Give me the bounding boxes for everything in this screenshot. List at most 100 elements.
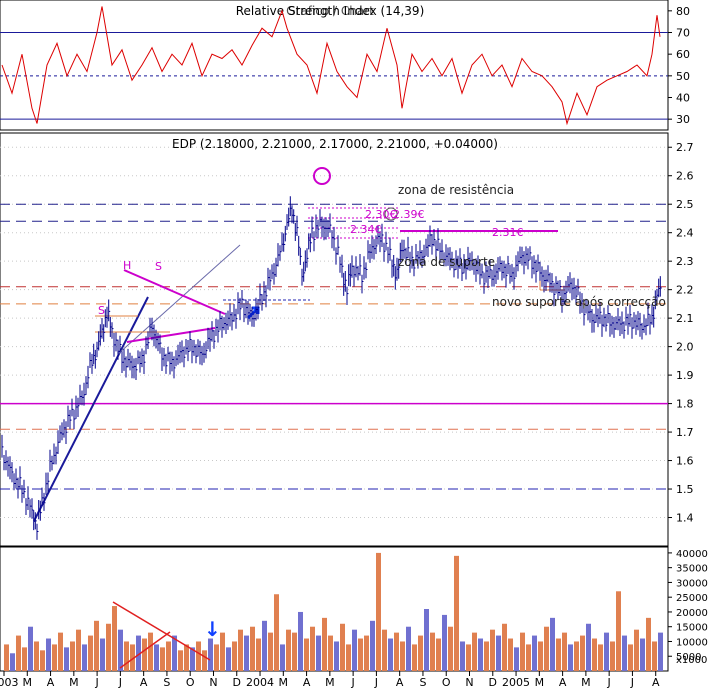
volume-bar: [598, 644, 603, 671]
volume-bar: [556, 638, 561, 671]
volume-bar: [442, 614, 447, 671]
volume-panel: ↓ 5000 10000 15000 20000 25000 30000 35000 4000…: [0, 546, 708, 672]
volume-bar: [190, 647, 195, 671]
rsi-tick-label: 60: [676, 48, 690, 61]
volume-bar: [592, 638, 597, 671]
price-tick-label: 2.2: [676, 284, 694, 297]
volume-bar: [112, 606, 117, 671]
x-tick-label: O: [186, 676, 195, 688]
volume-bar: [430, 632, 435, 671]
volume-bar: [34, 641, 39, 671]
volume-bar: [184, 644, 189, 671]
volume-bar: [70, 641, 75, 671]
price-tick-label: 1.4: [676, 512, 694, 525]
x-tick-label: M: [279, 676, 289, 688]
volume-bar: [580, 635, 585, 671]
volume-bar: [220, 632, 225, 671]
volume-arrow-icon: ↓: [204, 617, 221, 641]
volume-bar: [4, 644, 9, 671]
volume-tick-label: 5000: [676, 652, 701, 663]
volume-bar: [586, 623, 591, 671]
rsi-tick-label: 40: [676, 92, 690, 105]
volume-tick-label: 25000: [676, 593, 708, 604]
label-price-239: 2.39€: [393, 208, 425, 221]
volume-bar: [508, 638, 513, 671]
label-new-support: novo suporte após correcção: [492, 295, 666, 309]
rsi-tick-label: 80: [676, 5, 690, 18]
x-tick-label: J: [94, 676, 98, 688]
volume-bar: [538, 641, 543, 671]
volume-bar: [658, 632, 663, 671]
price-tick-label: 2.5: [676, 198, 694, 211]
volume-bar: [106, 623, 111, 671]
volume-bar: [352, 629, 357, 671]
volume-bar: [136, 635, 141, 671]
volume-bar: [196, 641, 201, 671]
volume-bar: [40, 650, 45, 671]
volume-bar: [358, 638, 363, 671]
x-tick-label: J: [630, 676, 634, 688]
x-tick-label: A: [303, 676, 311, 688]
volume-bar: [322, 617, 327, 671]
volume-bar: [52, 644, 57, 671]
volume-bar: [250, 626, 255, 671]
volume-bar: [610, 641, 615, 671]
x-tick-label: N: [465, 676, 473, 688]
volume-bar: [298, 611, 303, 671]
volume-bar: [382, 629, 387, 671]
price-tick-label: 2.3: [676, 255, 694, 268]
x-tick-label: D: [489, 676, 497, 688]
rsi-tick-label: 30: [676, 113, 690, 126]
volume-bar: [22, 647, 27, 671]
price-tick-label: 1.7: [676, 426, 694, 439]
volume-tick-label: 10000: [676, 637, 708, 648]
volume-bar: [274, 594, 279, 671]
volume-bar: [532, 635, 537, 671]
volume-bar: [226, 647, 231, 671]
volume-bar: [622, 635, 627, 671]
price-tick-label: 2.0: [676, 341, 694, 354]
volume-bar: [574, 641, 579, 671]
volume-bar: [310, 626, 315, 671]
volume-tick-label: 15000: [676, 623, 708, 634]
x-tick-label: A: [652, 676, 660, 688]
volume-bar: [484, 641, 489, 671]
volume-unit-label: x1000: [676, 655, 707, 666]
volume-bar: [94, 620, 99, 671]
volume-bar: [280, 644, 285, 671]
volume-bar: [46, 638, 51, 671]
channel-line: [117, 244, 241, 355]
x-tick-label: A: [396, 676, 404, 688]
volume-bar: [436, 638, 441, 671]
volume-bar: [514, 647, 519, 671]
mid-circle-marker: [384, 207, 398, 221]
volume-bar: [160, 647, 165, 671]
volume-bar: [244, 635, 249, 671]
volume-bar: [424, 609, 429, 671]
volume-bar: [454, 555, 459, 671]
price-title: EDP (2.18000, 2.21000, 2.17000, 2.21000,…: [172, 137, 498, 151]
x-tick-label: S: [163, 676, 170, 688]
price-tick-label: 1.6: [676, 455, 694, 468]
volume-downtrend-line: [112, 601, 211, 661]
volume-bar: [58, 632, 63, 671]
volume-bar: [28, 626, 33, 671]
volume-bar: [328, 635, 333, 671]
label-price-230: 2.30€: [365, 208, 397, 221]
price-ohlc-bars: [1, 196, 662, 540]
x-axis: 003 M A M J J A S O N D 2004 M A M J J A S O N D 2005 M A M J J A: [0, 671, 660, 689]
volume-bar: [214, 644, 219, 671]
top-circle-marker: [313, 167, 331, 185]
price-tick-label: 2.7: [676, 141, 694, 154]
uptrend-line: [33, 296, 149, 522]
label-price-231: 2.31€: [492, 226, 524, 239]
label-support-zone: zona de suporte: [398, 255, 495, 269]
x-tick-label: J: [351, 676, 355, 688]
volume-bar: [88, 635, 93, 671]
volume-bar: [544, 626, 549, 671]
volume-bar: [16, 635, 21, 671]
x-tick-label: A: [140, 676, 148, 688]
volume-bar: [520, 632, 525, 671]
volume-bar: [364, 635, 369, 671]
